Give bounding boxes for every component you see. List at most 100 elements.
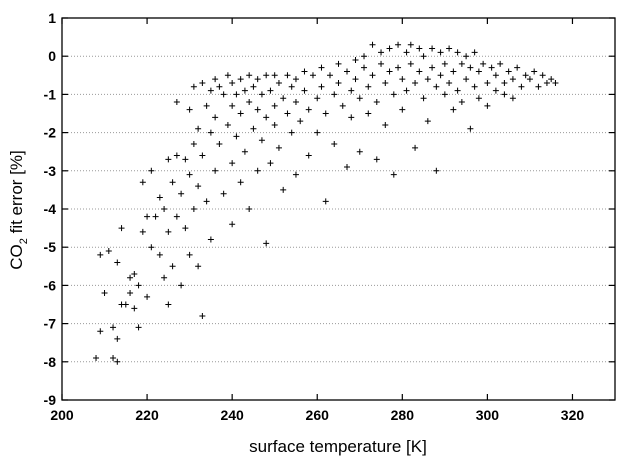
point (237, 110, 244, 117)
point (271, 102, 278, 109)
point (365, 83, 372, 90)
point (356, 95, 363, 102)
point (526, 76, 533, 83)
point (207, 236, 214, 243)
point (212, 167, 219, 174)
point (267, 87, 274, 94)
point (361, 64, 368, 71)
point (173, 213, 180, 220)
point (182, 156, 189, 163)
point (114, 335, 121, 342)
point (199, 79, 206, 86)
point (458, 60, 465, 67)
point (441, 91, 448, 98)
x-axis-label: surface temperature [K] (249, 437, 427, 456)
point (135, 324, 142, 331)
point (199, 152, 206, 159)
point (135, 282, 142, 289)
x-tick-label: 320 (561, 407, 585, 423)
point (331, 91, 338, 98)
point (514, 64, 521, 71)
point (348, 87, 355, 94)
point (224, 121, 231, 128)
point (335, 79, 342, 86)
point (386, 68, 393, 75)
point (450, 68, 457, 75)
y-tick-label: -9 (44, 392, 57, 408)
point (543, 79, 550, 86)
point (326, 72, 333, 79)
point (97, 328, 104, 335)
point (301, 68, 308, 75)
point (339, 102, 346, 109)
point (395, 41, 402, 48)
point (378, 49, 385, 56)
point (203, 102, 210, 109)
point (165, 301, 172, 308)
point (467, 64, 474, 71)
y-tick-label: -7 (44, 316, 57, 332)
point (258, 91, 265, 98)
point (403, 49, 410, 56)
point (399, 106, 406, 113)
point (492, 87, 499, 94)
point (241, 148, 248, 155)
point (378, 60, 385, 67)
point (173, 152, 180, 159)
point (195, 125, 202, 132)
point (292, 171, 299, 178)
point (344, 163, 351, 170)
point (539, 72, 546, 79)
point (156, 251, 163, 258)
y-axis-label: CO2 fit error [%] (7, 150, 30, 269)
point (361, 53, 368, 60)
point (373, 156, 380, 163)
y-tick-label: -5 (44, 239, 57, 255)
point (178, 282, 185, 289)
point (275, 79, 282, 86)
point (292, 99, 299, 106)
point (114, 259, 121, 266)
point (110, 324, 117, 331)
y-tick-label: -3 (44, 163, 57, 179)
point (284, 110, 291, 117)
point (288, 83, 295, 90)
x-tick-label: 280 (391, 407, 415, 423)
point (390, 91, 397, 98)
point (254, 76, 261, 83)
y-tick-label: 0 (48, 48, 56, 64)
point (480, 60, 487, 67)
point (433, 167, 440, 174)
point (161, 274, 168, 281)
point (207, 87, 214, 94)
point (237, 76, 244, 83)
point (424, 76, 431, 83)
point (382, 121, 389, 128)
point (407, 41, 414, 48)
point (220, 190, 227, 197)
y-tick-label: -1 (44, 86, 57, 102)
point (241, 87, 248, 94)
point (314, 129, 321, 136)
point (161, 206, 168, 212)
point (446, 45, 453, 52)
point (169, 179, 176, 186)
point (356, 148, 363, 155)
point (250, 83, 257, 90)
point (446, 79, 453, 86)
point (118, 225, 125, 232)
point (416, 68, 423, 75)
point (144, 293, 151, 300)
point (203, 198, 210, 205)
point (475, 95, 482, 102)
point (535, 83, 542, 90)
point (297, 118, 304, 125)
point (207, 129, 214, 136)
point (458, 99, 465, 106)
point (195, 263, 202, 270)
point (301, 87, 308, 94)
point (352, 76, 359, 83)
point (501, 91, 508, 98)
point (101, 290, 108, 297)
point (186, 171, 193, 178)
